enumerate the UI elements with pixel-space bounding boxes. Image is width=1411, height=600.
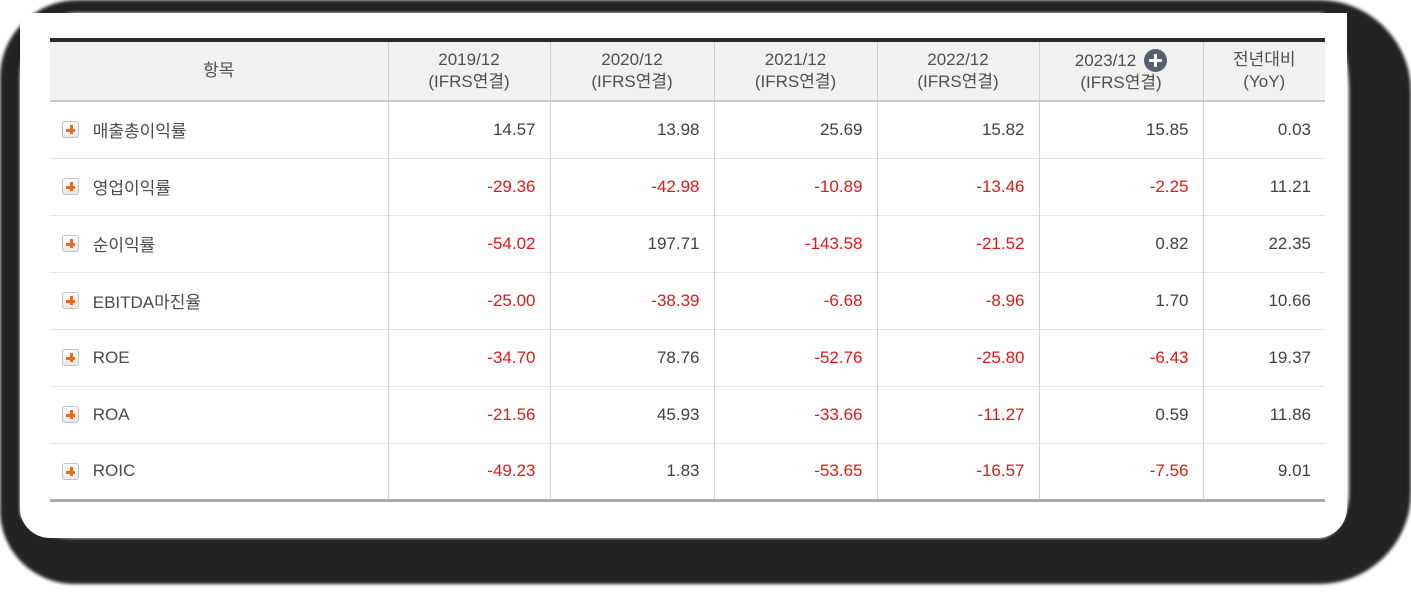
metric-value-cell: 15.85 [1038, 101, 1203, 158]
metric-value-cell: 11.21 [1202, 157, 1325, 215]
column-header-2022-12: 2022/12 (IFRS연결) [876, 40, 1039, 102]
metric-label: 매출총이익률 [92, 122, 187, 142]
metric-value-cell: 0.82 [1038, 214, 1203, 272]
metric-value-cell: 15.82 [876, 101, 1039, 158]
table-row: ROA -21.56 45.93 -33.66 -11.27 0.59 11.86 [50, 385, 1325, 443]
period-label: 2023/12 [1074, 50, 1137, 70]
column-header-item: 항목 [50, 40, 388, 102]
metric-value-cell: -25.00 [387, 271, 550, 329]
metric-label: 순이익률 [92, 236, 156, 255]
metric-value-cell: 78.76 [549, 328, 714, 386]
metric-value-cell: -11.27 [876, 385, 1039, 443]
plus-icon[interactable] [62, 178, 79, 195]
metric-value-cell: 197.71 [549, 214, 714, 272]
metric-value-cell: -8.96 [876, 271, 1039, 329]
metric-label: EBITDA마진율 [92, 293, 202, 312]
metric-value-cell: 1.70 [1038, 271, 1203, 329]
metric-value-cell: 19.37 [1202, 328, 1325, 386]
metric-value-cell: -13.46 [876, 157, 1039, 215]
column-header-yoy: 전년대비 (YoY) [1202, 40, 1325, 102]
metric-value-cell: -29.36 [387, 157, 550, 215]
metric-value-cell: -21.56 [387, 385, 550, 443]
metric-label-cell: ROE [50, 328, 388, 386]
metric-value-cell: -33.66 [713, 385, 877, 443]
metric-label-cell: 매출총이익률 [50, 101, 388, 158]
metric-value-cell: -143.58 [713, 214, 877, 272]
content-card: 항목 2019/12 (IFRS연결) 2020/12 (IFRS연결) 202… [20, 13, 1347, 538]
period-label: 2021/12 [764, 50, 827, 69]
table-row: 영업이익률 -29.36 -42.98 -10.89 -13.46 -2.25 11.21 [50, 157, 1325, 215]
basis-label: (IFRS연결) [591, 72, 673, 91]
basis-label: (IFRS연결) [754, 72, 837, 91]
metric-value-cell: -21.52 [876, 214, 1039, 272]
plus-icon[interactable] [62, 292, 79, 309]
metric-value-cell: 25.69 [713, 101, 877, 158]
header-row: 항목 2019/12 (IFRS연결) 2020/12 (IFRS연결) 202… [50, 40, 1325, 102]
metric-value-cell: 1.83 [549, 442, 714, 500]
metric-value-cell: -6.43 [1038, 328, 1203, 386]
metric-label-cell: 순이익률 [50, 214, 388, 272]
metric-label: 영업이익률 [92, 179, 171, 198]
column-header-2023-12: 2023/12 (IFRS연결) [1038, 40, 1203, 102]
plus-icon[interactable] [62, 235, 79, 252]
metric-label-cell: EBITDA마진율 [50, 271, 388, 329]
table-row: ROE -34.70 78.76 -52.76 -25.80 -6.43 19.37 [50, 328, 1325, 386]
metric-value-cell: -38.39 [549, 271, 714, 329]
column-header-2019-12: 2019/12 (IFRS연결) [387, 40, 550, 102]
column-header-2020-12: 2020/12 (IFRS연결) [549, 40, 714, 102]
plus-icon[interactable] [62, 462, 79, 480]
metric-value-cell: -42.98 [549, 157, 714, 215]
plus-icon[interactable] [62, 406, 79, 424]
column-header-2021-12: 2021/12 (IFRS연결) [713, 40, 877, 102]
metric-label: ROE [92, 347, 130, 367]
financial-ratio-table: 항목 2019/12 (IFRS연결) 2020/12 (IFRS연결) 202… [50, 38, 1325, 502]
metric-label: ROIC [92, 461, 136, 481]
metric-value-cell: 0.03 [1202, 101, 1325, 158]
metric-label-cell: 영업이익률 [50, 157, 388, 215]
financial-ratio-table-wrap: 항목 2019/12 (IFRS연결) 2020/12 (IFRS연결) 202… [50, 38, 1325, 502]
metric-value-cell: -53.65 [713, 442, 877, 500]
table-row: ROIC -49.23 1.83 -53.65 -16.57 -7.56 9.01 [50, 442, 1325, 500]
metric-value-cell: -10.89 [713, 157, 877, 215]
metric-value-cell: -25.80 [876, 328, 1039, 386]
metric-value-cell: 22.35 [1202, 214, 1325, 272]
metric-value-cell: 9.01 [1202, 442, 1325, 500]
metric-value-cell: -34.70 [387, 328, 550, 386]
metric-value-cell: -16.57 [876, 442, 1039, 500]
metric-value-cell: -54.02 [387, 214, 550, 272]
basis-label: (IFRS연결) [917, 72, 999, 91]
metric-value-cell: 10.66 [1202, 271, 1325, 329]
metric-value-cell: 0.59 [1038, 385, 1203, 443]
table-row: 순이익률 -54.02 197.71 -143.58 -21.52 0.82 22.35 [50, 214, 1325, 272]
metric-value-cell: 13.98 [549, 101, 714, 158]
metric-value-cell: -6.68 [713, 271, 877, 329]
period-label: 2022/12 [927, 50, 989, 69]
basis-label: (IFRS연결) [428, 72, 510, 91]
metric-value-cell: 45.93 [549, 385, 714, 443]
table-row: EBITDA마진율 -25.00 -38.39 -6.68 -8.96 1.70 10.6… [50, 271, 1325, 329]
period-label: 2020/12 [601, 50, 663, 69]
plus-icon[interactable] [62, 349, 79, 367]
table-row: 매출총이익률 14.57 13.98 25.69 15.82 15.85 0.03 [50, 101, 1325, 158]
yoy-label: 전년대비 [1232, 50, 1296, 69]
plus-icon[interactable] [62, 121, 79, 139]
metric-value-cell: -2.25 [1038, 157, 1203, 215]
metric-value-cell: 14.57 [387, 101, 550, 158]
basis-label: (IFRS연결) [1080, 72, 1162, 92]
period-label: 2019/12 [438, 50, 500, 69]
metric-value-cell: -7.56 [1038, 442, 1203, 500]
yoy-sublabel: (YoY) [1243, 72, 1286, 91]
metric-label-cell: ROIC [50, 442, 388, 500]
metric-value-cell: -49.23 [387, 442, 550, 500]
metric-value-cell: 11.86 [1202, 385, 1325, 443]
metric-label-cell: ROA [50, 385, 388, 443]
plus-circle-icon[interactable] [1144, 48, 1168, 72]
metric-value-cell: -52.76 [713, 328, 877, 386]
metric-label: ROA [92, 404, 130, 424]
